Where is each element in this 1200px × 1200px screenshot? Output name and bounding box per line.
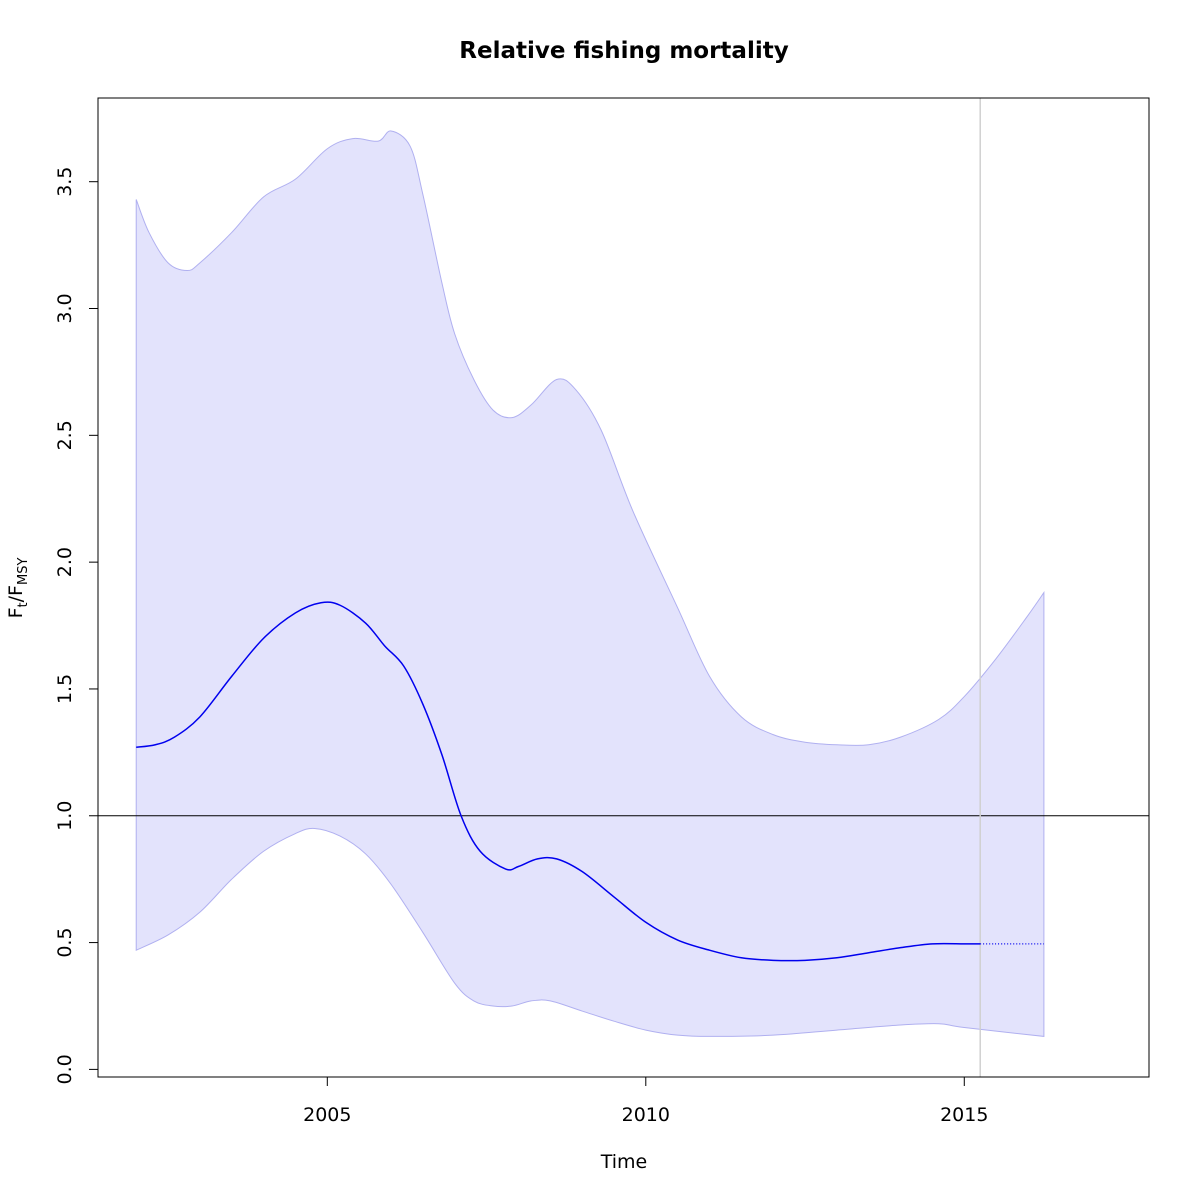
y-tick-label: 2.0 (54, 547, 76, 577)
plot-area (98, 98, 1149, 1077)
y-tick-label: 3.0 (54, 293, 76, 323)
y-axis-label-slash: / (5, 595, 27, 602)
y-axis-label-sub1: t (16, 602, 31, 607)
x-tick-label: 2005 (303, 1104, 351, 1126)
y-axis-label: Ft/FMSY (5, 558, 31, 619)
y-axis-label-f1: F (5, 607, 27, 618)
y-tick-label: 0.5 (54, 927, 76, 957)
y-axis-label-f2: F (5, 585, 27, 596)
y-tick-label: 2.5 (54, 420, 76, 450)
x-tick-label: 2015 (940, 1104, 988, 1126)
y-tick-label: 1.5 (54, 674, 76, 704)
y-tick-label: 1.0 (54, 801, 76, 831)
x-tick-label: 2010 (622, 1104, 670, 1126)
chart-title: Relative fishing mortality (459, 38, 788, 64)
plot-frame (97, 97, 1150, 1078)
x-axis: 2005 2010 2015 (303, 1076, 988, 1126)
svg-text:Ft/FMSY: Ft/FMSY (5, 558, 31, 619)
estimate-line (136, 601, 981, 962)
y-tick-label: 0.0 (54, 1054, 76, 1084)
x-axis-label: Time (600, 1151, 648, 1173)
confidence-band (135, 130, 1045, 1037)
y-axis: 0.0 0.5 1.0 1.5 2.0 2.5 3.0 3.5 (54, 167, 99, 1085)
y-axis-label-sub2: MSY (16, 558, 31, 585)
y-tick-label: 3.5 (54, 167, 76, 197)
